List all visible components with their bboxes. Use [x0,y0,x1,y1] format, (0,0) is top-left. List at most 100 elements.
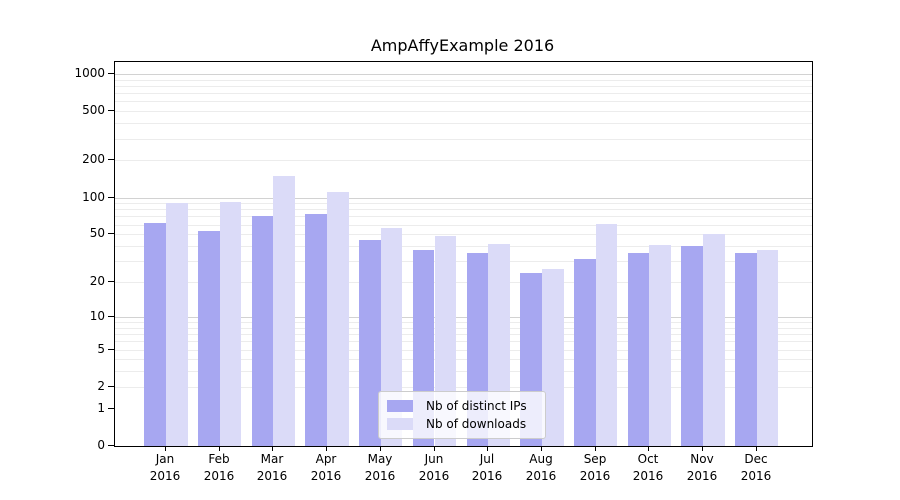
minor-gridline [115,350,812,351]
x-tick-label-year: 2016 [471,469,503,483]
bar-apr-downloads [327,191,349,446]
x-tick-mark [380,446,381,451]
legend-item-distinct-ips: Nb of distinct IPs [387,397,537,415]
x-tick-mark [756,446,757,451]
y-tick-label: 0 [97,438,105,452]
y-tick-label: 50 [89,226,105,240]
bar-sep-downloads [595,223,618,446]
minor-gridline [115,328,812,329]
bar-jan-downloads [166,202,188,446]
x-tick-label: Feb 2016 [187,451,251,485]
y-tick-label: 200 [82,152,105,166]
minor-gridline [115,387,812,388]
x-tick-label-year: 2016 [364,469,396,483]
x-tick-label: Aug 2016 [509,451,573,485]
minor-gridline [115,322,812,323]
x-tick-mark [434,446,435,451]
y-tick-mark [108,281,114,282]
y-tick-mark [108,197,114,198]
bar-sep-distinct-ips [573,259,596,446]
bar-dec-downloads [756,250,779,446]
y-tick-mark [108,233,114,234]
minor-gridline [115,371,812,372]
bar-nov-distinct-ips [681,246,703,446]
x-tick-label: Apr 2016 [294,451,358,485]
x-tick-label-year: 2016 [310,469,342,483]
x-tick-label-year: 2016 [256,469,288,483]
y-tick-mark [108,349,114,350]
y-tick-label: 2 [97,379,105,393]
minor-gridline [115,203,812,204]
minor-gridline [115,111,812,112]
x-tick-label-year: 2016 [740,469,772,483]
plot-area: Nb of distinct IPs Nb of downloads [114,61,813,447]
bar-mar-downloads [273,175,296,446]
x-tick-label-year: 2016 [203,469,235,483]
x-tick-label-year: 2016 [686,469,718,483]
minor-gridline [115,246,812,247]
minor-gridline [115,123,812,124]
minor-gridline [115,225,812,226]
y-tick-label: 500 [82,103,105,117]
y-tick-mark [108,408,114,409]
y-tick-label: 100 [82,190,105,204]
minor-gridline [115,101,812,102]
major-gridline [115,198,812,199]
minor-gridline [115,282,812,283]
y-tick-label: 20 [89,274,105,288]
x-tick-mark [326,446,327,451]
x-tick-label-year: 2016 [149,469,181,483]
x-tick-label-year: 2016 [579,469,611,483]
bar-jan-distinct-ips [144,222,166,446]
y-tick-mark [108,159,114,160]
y-tick-mark [108,445,114,446]
x-tick-label-year: 2016 [632,469,664,483]
legend-swatch-distinct-ips [387,400,413,412]
minor-gridline [115,216,812,217]
x-tick-label: Jun 2016 [402,451,466,485]
x-tick-mark [219,446,220,451]
y-tick-label: 1000 [74,66,105,80]
y-tick-label: 1 [97,401,105,415]
minor-gridline [115,80,812,81]
legend-item-downloads: Nb of downloads [387,415,537,433]
x-tick-mark [541,446,542,451]
major-gridline [115,74,812,75]
legend-swatch-downloads [387,418,413,430]
bar-oct-distinct-ips [627,253,650,446]
y-tick-label: 10 [89,309,105,323]
x-tick-label: May 2016 [348,451,412,485]
bar-may-distinct-ips [359,239,381,446]
y-tick-mark [108,386,114,387]
x-tick-mark [595,446,596,451]
minor-gridline [115,93,812,94]
x-tick-label: Mar 2016 [240,451,304,485]
x-tick-mark [165,446,166,451]
bar-feb-downloads [219,201,242,446]
x-tick-mark [702,446,703,451]
y-tick-mark [108,73,114,74]
bar-nov-downloads [703,234,725,446]
bar-feb-distinct-ips [198,231,220,446]
minor-gridline [115,334,812,335]
legend-label-downloads: Nb of downloads [426,417,527,431]
x-tick-mark [272,446,273,451]
y-tick-label: 5 [97,342,105,356]
x-tick-mark [648,446,649,451]
minor-gridline [115,359,812,360]
y-tick-mark [108,316,114,317]
x-tick-mark [487,446,488,451]
x-tick-label: Jul 2016 [455,451,519,485]
x-tick-label-year: 2016 [418,469,450,483]
minor-gridline [115,160,812,161]
x-tick-label: Sep 2016 [563,451,627,485]
minor-gridline [115,86,812,87]
minor-gridline [115,139,812,140]
x-tick-label: Oct 2016 [616,451,680,485]
legend: Nb of distinct IPs Nb of downloads [378,391,546,439]
major-gridline [115,317,812,318]
bar-aug-downloads [541,268,564,446]
x-tick-label-year: 2016 [525,469,557,483]
chart-title: AmpAffyExample 2016 [370,36,555,55]
